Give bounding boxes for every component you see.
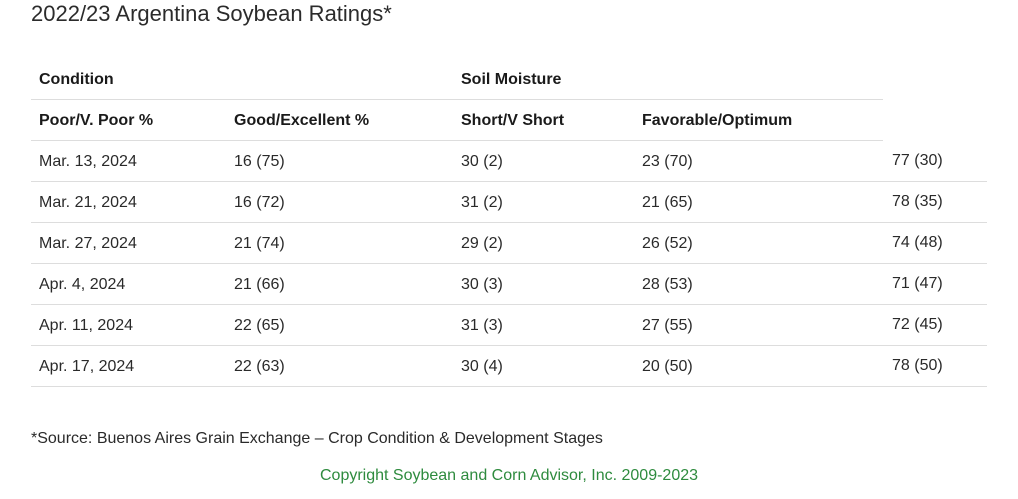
header-favorable: Favorable/Optimum <box>642 112 793 129</box>
table-row: Apr. 4, 2024 21 (66) 30 (3) 28 (53) 71 (… <box>31 264 987 305</box>
table-row: Apr. 11, 2024 22 (65) 31 (3) 27 (55) 72 … <box>31 305 987 346</box>
cell-short: 21 (65) <box>642 194 693 211</box>
row-divider <box>31 304 987 305</box>
cell-favorable: 78 (35) <box>892 193 943 210</box>
cell-short: 28 (53) <box>642 276 693 293</box>
row-divider <box>31 263 987 264</box>
cell-good: 30 (3) <box>461 276 503 293</box>
header-short: Short/V Short <box>461 112 565 129</box>
cell-date: Mar. 13, 2024 <box>39 153 137 170</box>
cell-poor: 22 (63) <box>234 358 285 375</box>
cell-poor: 21 (66) <box>234 276 285 293</box>
ratings-table: Condition Soil Moisture Poor/V. Poor % G… <box>31 59 987 387</box>
row-divider <box>31 345 987 346</box>
page-title: 2022/23 Argentina Soybean Ratings* <box>31 1 392 26</box>
cell-date: Apr. 17, 2024 <box>39 358 135 375</box>
header-divider <box>31 99 883 100</box>
table-row: Apr. 17, 2024 22 (63) 30 (4) 20 (50) 78 … <box>31 346 987 387</box>
cell-good: 30 (4) <box>461 358 503 375</box>
header-divider <box>31 140 883 141</box>
header-soil-moisture: Soil Moisture <box>461 71 562 88</box>
cell-short: 26 (52) <box>642 235 693 252</box>
cell-poor: 16 (72) <box>234 194 285 211</box>
table-row: Mar. 27, 2024 21 (74) 29 (2) 26 (52) 74 … <box>31 223 987 264</box>
row-divider <box>31 222 987 223</box>
table-row: Mar. 21, 2024 16 (72) 31 (2) 21 (65) 78 … <box>31 182 987 223</box>
table-group-header-row: Condition Soil Moisture <box>31 59 987 100</box>
cell-poor: 16 (75) <box>234 153 285 170</box>
header-good: Good/Excellent % <box>234 112 370 129</box>
row-divider <box>31 181 987 182</box>
cell-date: Apr. 4, 2024 <box>39 276 126 293</box>
cell-favorable: 71 (47) <box>892 275 943 292</box>
row-divider <box>31 386 987 387</box>
cell-poor: 22 (65) <box>234 317 285 334</box>
table-column-header-row: Poor/V. Poor % Good/Excellent % Short/V … <box>31 100 987 141</box>
cell-favorable: 72 (45) <box>892 316 943 333</box>
header-condition: Condition <box>39 71 114 88</box>
table-row: Mar. 13, 2024 16 (75) 30 (2) 23 (70) 77 … <box>31 141 987 182</box>
cell-good: 29 (2) <box>461 235 503 252</box>
copyright-notice: Copyright Soybean and Corn Advisor, Inc.… <box>319 467 699 484</box>
cell-good: 31 (3) <box>461 317 503 334</box>
source-note: *Source: Buenos Aires Grain Exchange – C… <box>31 430 603 447</box>
cell-date: Mar. 21, 2024 <box>39 194 137 211</box>
cell-favorable: 77 (30) <box>892 152 943 169</box>
cell-date: Apr. 11, 2024 <box>39 317 133 334</box>
cell-poor: 21 (74) <box>234 235 285 252</box>
cell-favorable: 74 (48) <box>892 234 943 251</box>
cell-good: 31 (2) <box>461 194 503 211</box>
cell-date: Mar. 27, 2024 <box>39 235 137 252</box>
cell-favorable: 78 (50) <box>892 357 943 374</box>
cell-good: 30 (2) <box>461 153 503 170</box>
cell-short: 27 (55) <box>642 317 693 334</box>
header-poor: Poor/V. Poor % <box>39 112 154 129</box>
cell-short: 20 (50) <box>642 358 693 375</box>
cell-short: 23 (70) <box>642 153 693 170</box>
